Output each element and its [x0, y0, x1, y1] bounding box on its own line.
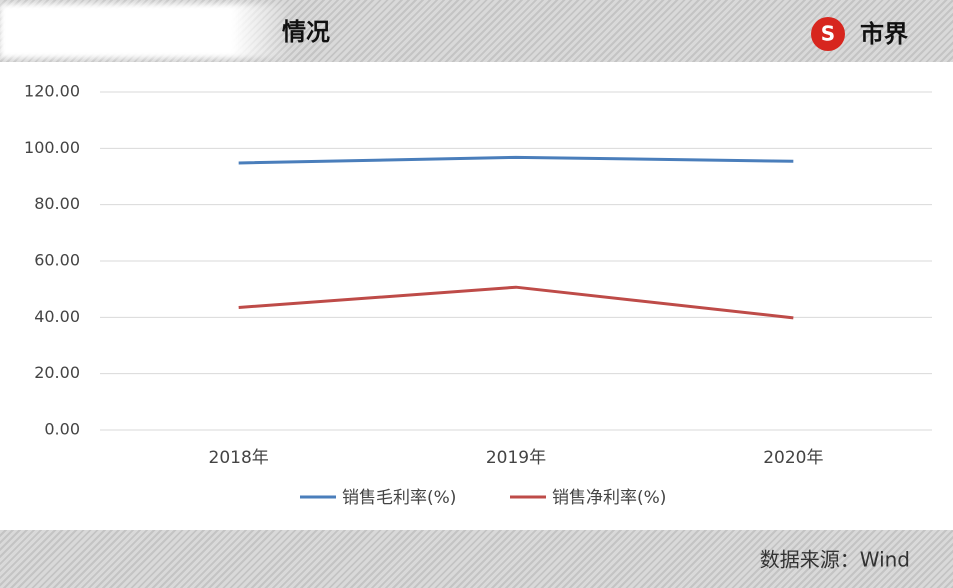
legend-label: 销售净利率(%) [552, 488, 666, 508]
y-tick-label: 80.00 [34, 194, 80, 213]
y-tick-label: 20.00 [34, 363, 80, 382]
x-tick-label: 2020年 [763, 448, 823, 468]
chart-title: 情况 [282, 18, 330, 46]
blur-area [0, 4, 290, 58]
source: 数据来源：Wind [760, 548, 910, 572]
logo-icon [811, 17, 845, 51]
y-tick-label: 120.00 [24, 82, 80, 101]
logo-text: 市界 [860, 20, 908, 48]
logo-mark: S [821, 22, 835, 46]
footer-band [0, 530, 953, 588]
y-tick-label: 60.00 [34, 251, 80, 270]
y-tick-label: 100.00 [24, 138, 80, 157]
y-tick-label: 40.00 [34, 307, 80, 326]
legend-label: 销售毛利率(%) [342, 488, 456, 508]
x-tick-label: 2018年 [209, 448, 269, 468]
series-line [238, 285, 794, 320]
y-tick-label: 0.00 [44, 420, 80, 439]
x-tick-label: 2019年 [486, 448, 546, 468]
series-line [238, 155, 794, 165]
